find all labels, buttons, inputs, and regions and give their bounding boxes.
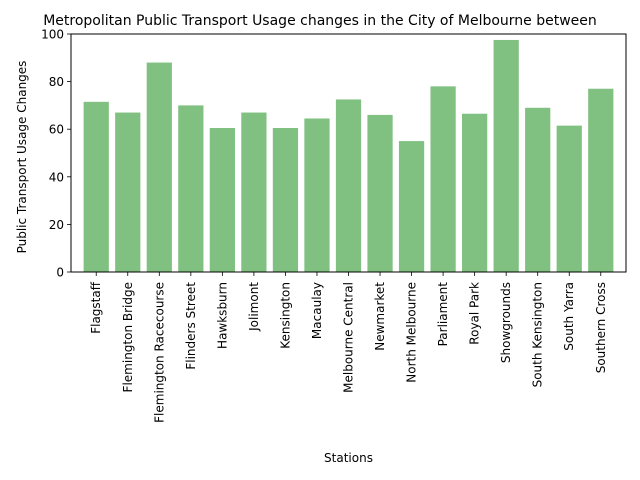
bar-melbourne-central bbox=[335, 99, 362, 272]
x-tick-label: Jolimont bbox=[247, 282, 261, 332]
bar-north-melbourne bbox=[398, 141, 425, 272]
x-tick-label: Flagstaff bbox=[89, 281, 103, 334]
x-tick-label: Flemington Racecourse bbox=[152, 282, 166, 423]
plot-frame bbox=[70, 33, 627, 273]
x-tick-label: North Melbourne bbox=[405, 282, 419, 383]
y-tick-label: 100 bbox=[41, 28, 64, 42]
x-tick-label: Flinders Street bbox=[184, 282, 198, 370]
bar-flagstaff bbox=[83, 101, 109, 272]
bar-parliament bbox=[430, 86, 456, 272]
x-axis-title: Stations bbox=[324, 451, 373, 465]
bar-southern-cross bbox=[588, 88, 614, 273]
x-tick-label: Hawksburn bbox=[215, 282, 229, 349]
bar-royal-park bbox=[462, 113, 488, 272]
y-axis: 0 20 40 60 80 100 bbox=[41, 28, 71, 280]
x-tick-label: Macaulay bbox=[310, 282, 324, 339]
bars-layer bbox=[83, 39, 614, 273]
y-tick-label: 20 bbox=[49, 218, 64, 232]
x-tick-label: Parliament bbox=[436, 282, 450, 347]
bar-south-yarra bbox=[556, 125, 582, 272]
y-tick-label: 60 bbox=[49, 123, 64, 137]
x-tick-label: Flemington Bridge bbox=[121, 282, 135, 392]
bar-hawksburn bbox=[209, 128, 235, 272]
x-tick-label: Newmarket bbox=[373, 282, 387, 351]
bar-south-kensington bbox=[525, 107, 551, 272]
bar-flinders-street bbox=[178, 105, 204, 273]
x-tick-label: Royal Park bbox=[468, 282, 482, 345]
x-tick-label: Melbourne Central bbox=[342, 282, 356, 393]
bar-flemington-racecourse bbox=[146, 62, 172, 273]
x-axis: Flagstaff Flemington Bridge Flemington Rac… bbox=[89, 272, 608, 423]
x-tick-label: Kensington bbox=[278, 282, 292, 349]
y-axis-title: Public Transport Usage Changes bbox=[15, 61, 29, 254]
bar-showgrounds bbox=[493, 39, 519, 273]
bar-kensington bbox=[272, 128, 299, 272]
bar-macaulay bbox=[304, 118, 330, 273]
chart-title: Metropolitan Public Transport Usage chan… bbox=[43, 13, 597, 29]
x-tick-label: South Yarra bbox=[562, 282, 576, 351]
bar-jolimont bbox=[241, 112, 267, 272]
x-tick-label: Showgrounds bbox=[499, 282, 513, 363]
bar-flemington-bridge bbox=[115, 112, 141, 272]
x-tick-label: South Kensington bbox=[531, 282, 545, 387]
y-tick-label: 80 bbox=[49, 75, 64, 89]
y-tick-label: 40 bbox=[49, 170, 64, 184]
x-tick-label: Southern Cross bbox=[594, 282, 608, 373]
y-tick-label: 0 bbox=[56, 266, 64, 280]
bar-newmarket bbox=[367, 114, 393, 272]
